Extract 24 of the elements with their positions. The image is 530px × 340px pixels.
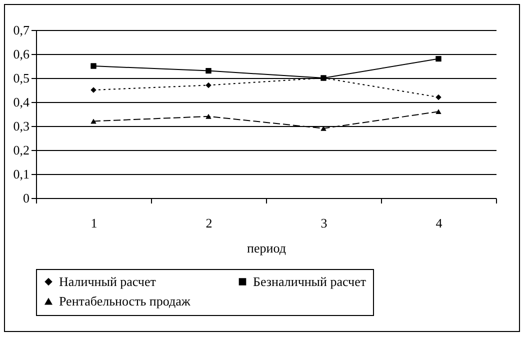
y-tick-label: 0,3	[13, 118, 30, 134]
y-tick-label: 0,7	[13, 22, 30, 38]
point	[206, 68, 212, 74]
point	[90, 87, 96, 93]
y-tick-label: 0,4	[13, 94, 30, 110]
legend-label: Наличный расчет	[59, 274, 156, 289]
y-tick-label: 0,6	[13, 46, 30, 62]
x-tick-label: 2	[206, 216, 212, 230]
point	[90, 118, 96, 124]
x-axis-title: период	[247, 240, 286, 256]
point	[206, 114, 212, 119]
point	[436, 94, 442, 100]
point	[436, 56, 442, 62]
y-tick-label: 0	[23, 190, 30, 206]
y-tick-label: 0,2	[13, 142, 30, 158]
point	[206, 82, 212, 88]
x-tick-label: 4	[436, 216, 443, 230]
point	[436, 109, 442, 114]
x-tick-label: 1	[90, 216, 98, 230]
x-tick-label: 3	[320, 216, 328, 230]
y-tick-label: 0,5	[13, 70, 30, 86]
y-tick-label: 0,1	[13, 166, 30, 182]
legend-label: Рентабельность продаж	[59, 294, 192, 308]
legend-label: Безналичный расчет	[253, 274, 366, 289]
